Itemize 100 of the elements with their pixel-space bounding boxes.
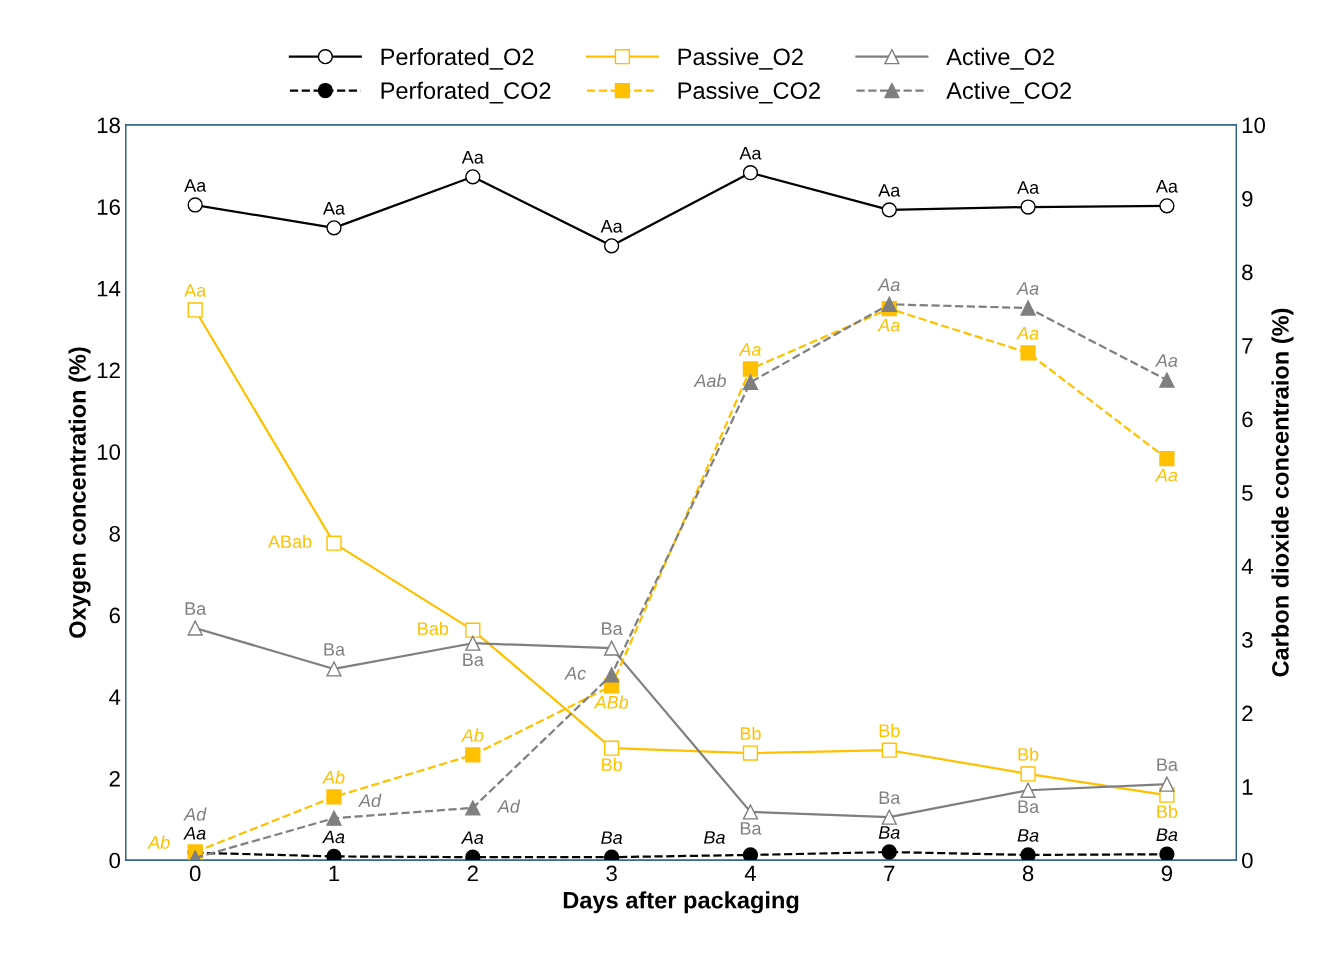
annotation: ABab [267,534,312,548]
annotation: Aa [184,179,207,192]
annotation: Ba [1156,828,1178,842]
annotation: Ba [879,791,901,805]
point [1159,846,1175,861]
y2-tick-label: 1 [1242,779,1253,795]
annotation: Aa [1154,354,1178,367]
annotation: Aa [739,146,762,160]
annotation: Ac [564,667,586,680]
annotation: Bb [1018,747,1039,761]
annotation: Aa [1017,181,1040,194]
x-tick-label: 0 [189,865,201,882]
annotation: Bb [1157,804,1178,818]
annotation: Ba [185,602,207,615]
annotation: Bb [740,726,761,740]
point [881,296,897,312]
point [326,848,342,861]
annotation: Ba [703,831,725,844]
point [881,202,897,218]
annotation: Aa [1016,327,1039,340]
point [1159,451,1175,467]
y-axis-title: Oxygen concentration (%) [68,347,91,638]
point [465,635,481,651]
y-tick-label: 14 [97,281,121,297]
annotation: Ad [358,793,382,808]
point [326,810,342,826]
point [881,844,897,860]
y2-tick-label: 8 [1242,264,1253,281]
annotation: Ab [460,728,484,742]
annotation: ABb [593,695,629,709]
annotation: Ba [602,622,623,635]
annotation: Ba [1017,829,1039,842]
annotation: Ba [324,643,346,656]
y-tick-label: 10 [97,444,121,460]
point [1020,766,1036,782]
legend-label: Active_O2 [946,47,1054,70]
point [465,800,481,816]
annotation: Aa [322,202,346,215]
y2-tick-label: 5 [1242,485,1253,501]
y2-tick-label: 6 [1242,411,1253,428]
point [881,742,897,758]
y-tick-label: 12 [97,362,120,379]
y-tick-label: 4 [109,689,121,705]
point [881,809,897,825]
point [742,847,759,861]
annotation: Aa [878,184,901,197]
point [1020,782,1036,798]
y-tick-label: 8 [109,525,120,542]
annotation: Ba [740,822,762,835]
y2-tick-label: 2 [1242,705,1253,722]
y2-tick-label: 3 [1242,632,1253,648]
point [603,667,620,683]
point [742,374,759,390]
x-tick-label: 7 [884,865,895,882]
annotation: Aa [322,830,345,844]
point [187,620,203,636]
point [603,740,620,756]
annotation: Ba [463,653,484,667]
point [187,197,203,213]
point [1020,345,1036,361]
point [1159,776,1175,792]
annotation: Aa [461,151,484,164]
annotation: Ba [878,826,900,839]
annotation: Aa [738,343,761,356]
annotation: Aa [183,826,206,840]
y-tick-label: 16 [97,199,120,215]
annotation: Bab [418,621,449,635]
point [326,535,342,551]
annotation: Ad [496,799,521,813]
y2-tick-label: 7 [1242,338,1253,354]
annotation: Aa [1155,180,1178,193]
y2-axis-title: Carbon dioxide concentraion (%) [1271,308,1294,677]
legend-label: Perforated_CO2 [381,81,551,104]
point [465,169,481,185]
annotation: Aa [184,284,207,297]
point [465,747,481,763]
annotation: Ab [322,770,345,784]
point [1020,199,1036,215]
point [326,789,342,805]
x-tick-label: 9 [1161,865,1173,882]
annotation: Bb [602,757,622,772]
annotation: Aab [693,373,726,388]
y2-tick-label: 0 [1242,852,1253,869]
point [326,220,342,236]
annotation: Ab [147,835,170,849]
legend-label: Passive_CO2 [678,81,820,104]
y-tick-label: 6 [109,607,120,624]
annotation: Aa [600,220,623,233]
point [187,302,203,318]
point [603,238,620,254]
y2-tick-label: 4 [1241,558,1253,575]
y2-tick-label: 10 [1242,117,1266,134]
annotation: Aa [877,278,900,292]
annotation: Aa [877,318,900,332]
annotation: Ba [1018,800,1040,814]
x-axis-title: Days after packaging [563,891,799,914]
x-tick-label: 2 [467,865,478,882]
y-tick-label: 18 [97,117,120,134]
legend-label: Active_CO2 [946,81,1071,104]
x-tick-label: 4 [744,865,756,882]
